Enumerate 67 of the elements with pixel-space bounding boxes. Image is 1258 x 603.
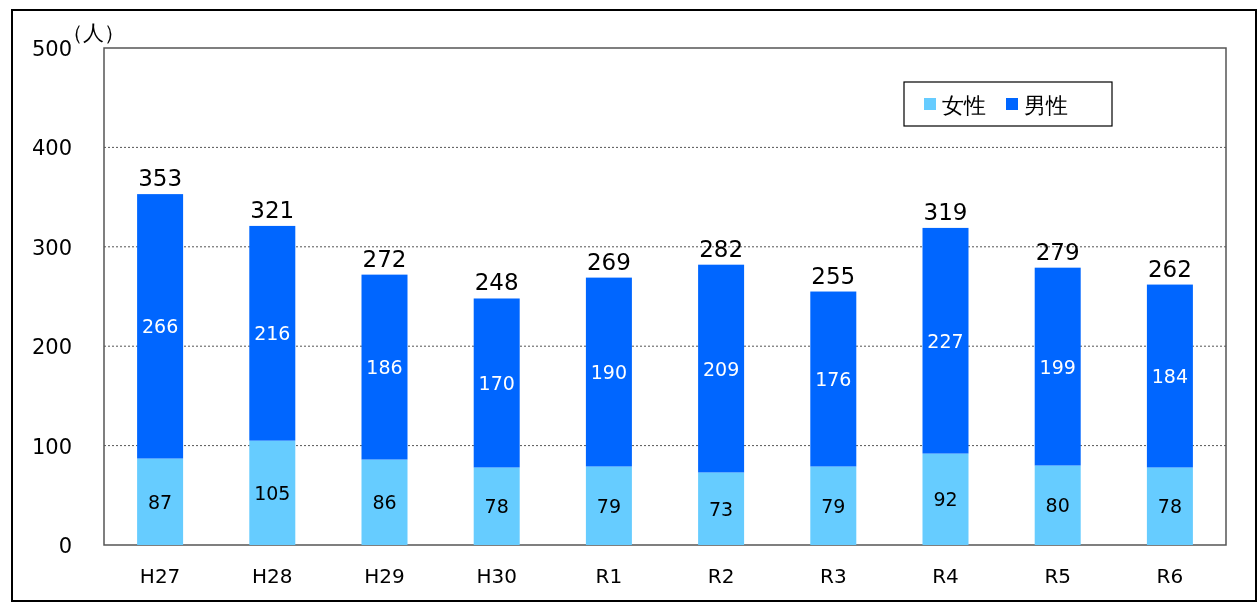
data-label: 80 bbox=[1045, 494, 1070, 517]
x-tick-label: H29 bbox=[364, 564, 405, 588]
data-label: 86 bbox=[372, 491, 397, 514]
legend-label: 男性 bbox=[1024, 93, 1068, 118]
bar bbox=[698, 472, 745, 545]
data-label: 190 bbox=[590, 361, 628, 384]
data-label: 79 bbox=[596, 494, 621, 517]
y-tick-label: 200 bbox=[31, 335, 72, 360]
data-label: 176 bbox=[815, 368, 852, 390]
bar bbox=[1034, 267, 1081, 466]
x-tick-label: R2 bbox=[707, 564, 735, 588]
bar bbox=[698, 264, 745, 473]
total-label: 321 bbox=[250, 196, 295, 223]
x-tick-label: R3 bbox=[819, 564, 847, 588]
data-label: 78 bbox=[484, 495, 509, 518]
data-label: 170 bbox=[478, 371, 515, 394]
total-label: 262 bbox=[1147, 255, 1192, 282]
data-label: 79 bbox=[821, 494, 846, 517]
total-label: 269 bbox=[586, 248, 631, 275]
bar bbox=[473, 298, 520, 468]
data-label: 87 bbox=[148, 490, 173, 513]
total-label: 272 bbox=[362, 245, 407, 272]
x-tick-label: H27 bbox=[139, 564, 181, 588]
total-label: 319 bbox=[923, 198, 968, 225]
total-label: 353 bbox=[138, 165, 183, 192]
bar bbox=[249, 225, 296, 441]
x-tick-label: R4 bbox=[932, 564, 959, 588]
bar bbox=[473, 467, 520, 545]
data-label: 186 bbox=[366, 356, 403, 379]
bar bbox=[1146, 284, 1193, 468]
y-tick-label: 400 bbox=[31, 136, 72, 161]
data-label: 216 bbox=[254, 322, 291, 345]
bar bbox=[361, 274, 408, 460]
y-tick-label: 0 bbox=[58, 534, 72, 558]
data-label: 227 bbox=[927, 329, 964, 352]
data-label: 184 bbox=[1151, 365, 1189, 388]
data-label: 73 bbox=[709, 497, 734, 520]
bar bbox=[585, 466, 632, 545]
data-label: 199 bbox=[1039, 355, 1076, 378]
bar bbox=[249, 440, 296, 545]
data-label: 266 bbox=[141, 315, 179, 338]
bar bbox=[1034, 465, 1081, 545]
total-label: 255 bbox=[811, 262, 856, 289]
data-label: 105 bbox=[254, 481, 291, 504]
data-label: 92 bbox=[933, 488, 958, 511]
total-label: 248 bbox=[474, 269, 519, 296]
bar bbox=[922, 453, 969, 545]
x-tick-label: R1 bbox=[595, 564, 623, 588]
y-tick-label: 300 bbox=[31, 235, 72, 260]
x-tick-label: H30 bbox=[476, 564, 517, 588]
bar bbox=[585, 277, 632, 467]
bar bbox=[810, 291, 857, 467]
bar bbox=[361, 459, 408, 545]
bar bbox=[1146, 467, 1193, 545]
total-label: 282 bbox=[699, 235, 744, 262]
x-tick-label: H28 bbox=[252, 564, 293, 588]
data-label: 78 bbox=[1157, 495, 1182, 518]
data-label: 209 bbox=[702, 357, 740, 380]
total-label: 279 bbox=[1035, 238, 1080, 265]
legend-label: 女性 bbox=[942, 93, 986, 118]
bar bbox=[810, 466, 857, 545]
x-tick-label: R5 bbox=[1044, 564, 1072, 588]
bar bbox=[137, 194, 184, 459]
bar bbox=[137, 458, 184, 545]
bar bbox=[922, 227, 969, 454]
y-tick-label: 100 bbox=[31, 434, 72, 459]
x-tick-label: R6 bbox=[1156, 564, 1184, 588]
